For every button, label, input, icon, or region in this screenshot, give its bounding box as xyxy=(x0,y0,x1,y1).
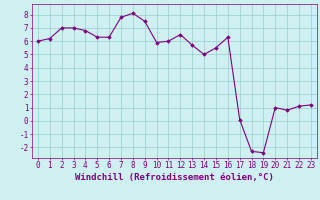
X-axis label: Windchill (Refroidissement éolien,°C): Windchill (Refroidissement éolien,°C) xyxy=(75,173,274,182)
